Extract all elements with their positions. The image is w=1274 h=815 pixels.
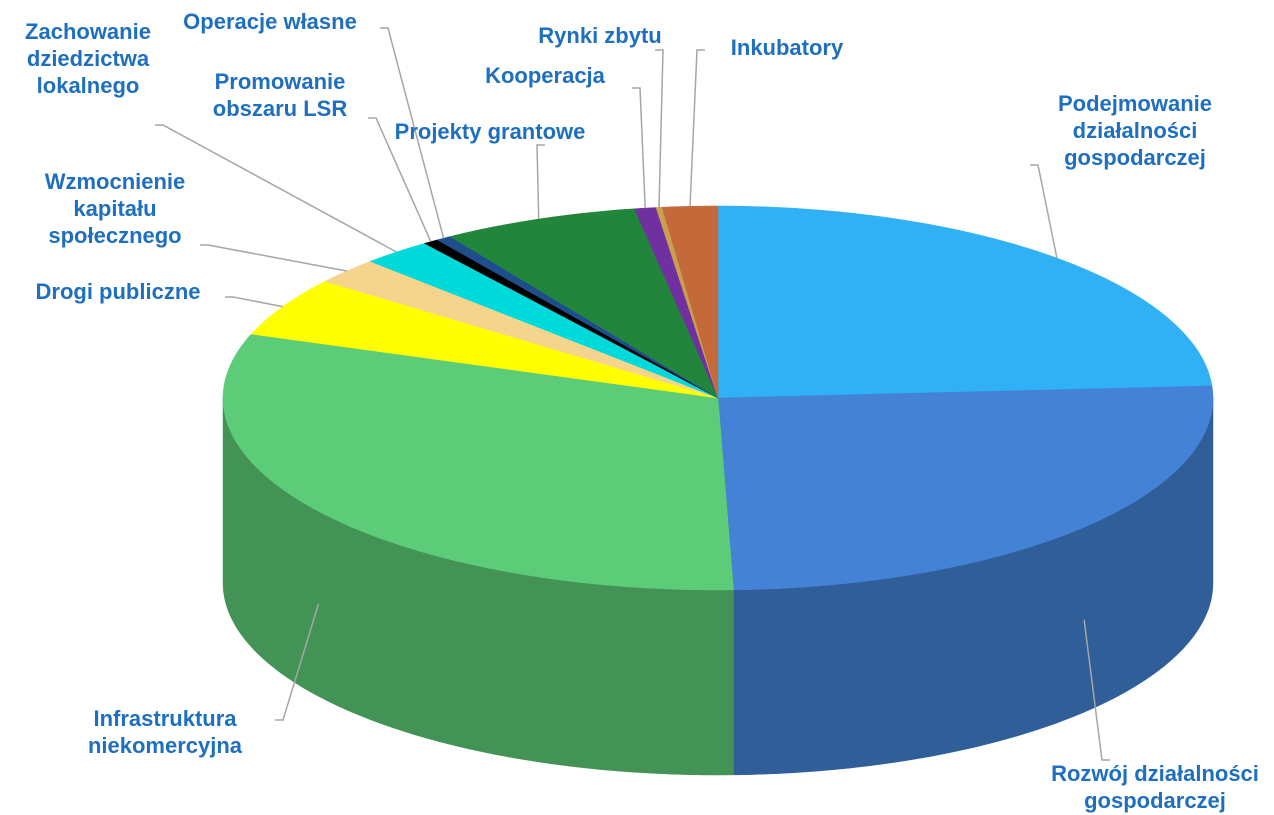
data-label: Drogi publiczne — [35, 279, 201, 304]
leader-line — [155, 124, 397, 253]
leader-line — [368, 117, 432, 242]
leader-line — [380, 27, 445, 239]
data-label: Kooperacja — [485, 63, 605, 88]
data-label: Wzmocnienie kapitału społecznego — [44, 169, 186, 248]
slice — [369, 243, 719, 399]
data-label: Podejmowanie działalności gospodarczej — [1057, 91, 1213, 170]
leader-line — [632, 87, 646, 209]
leader-line — [1083, 619, 1110, 761]
leader-line — [689, 49, 705, 207]
leader-line — [225, 296, 283, 308]
slice — [717, 205, 1213, 399]
leader-line — [1030, 164, 1058, 259]
data-label: Promowanie obszaru LSR — [212, 69, 348, 121]
leader-line — [536, 144, 545, 220]
data-label: Inkubatory — [730, 35, 844, 60]
slice — [222, 333, 734, 591]
data-label: Zachowanie dziedzictwa lokalnego — [25, 19, 151, 98]
slice — [717, 385, 1214, 591]
leader-line — [275, 603, 320, 721]
data-label: Infrastruktura niekomercyjna — [87, 706, 243, 758]
leader-line — [200, 244, 347, 272]
data-label: Rynki zbytu — [538, 23, 662, 48]
data-label: Operacje własne — [183, 9, 357, 34]
data-label: Projekty grantowe — [394, 119, 586, 144]
data-label: Rozwój działalności gospodarczej — [1051, 761, 1259, 813]
leader-line — [655, 49, 664, 208]
